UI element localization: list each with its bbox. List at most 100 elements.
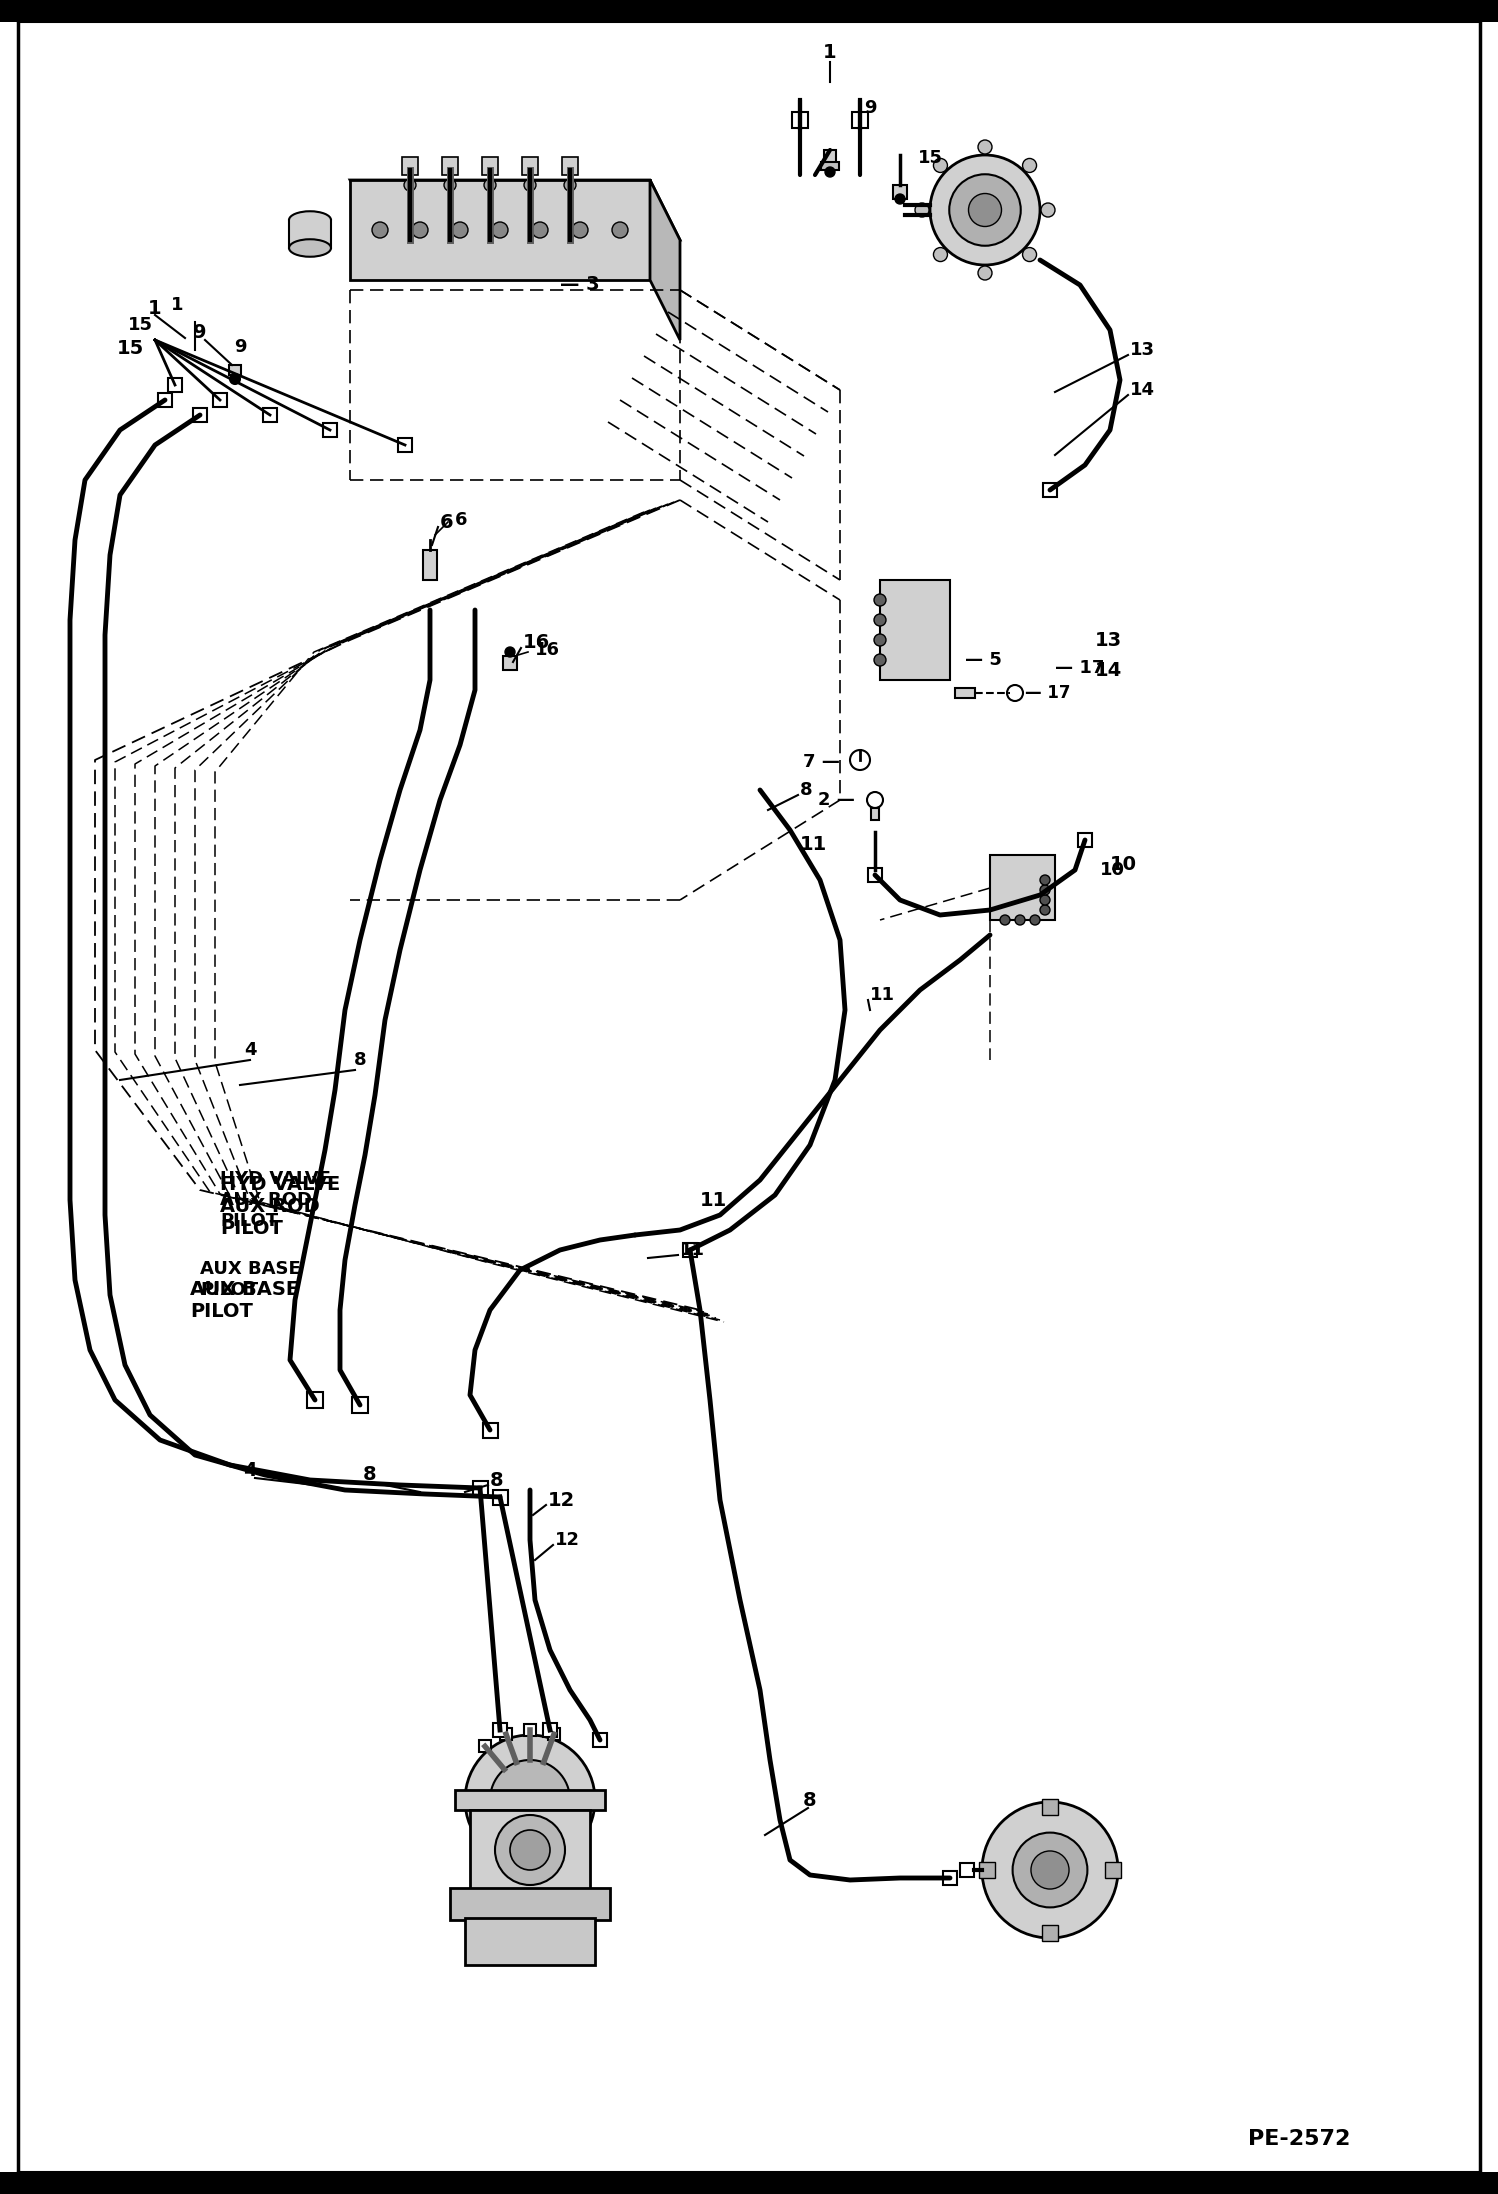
Text: 13: 13 — [1129, 340, 1155, 360]
Circle shape — [231, 373, 240, 384]
Circle shape — [524, 180, 536, 191]
Circle shape — [565, 180, 577, 191]
Bar — [1043, 1799, 1058, 1814]
Bar — [352, 1398, 369, 1413]
Bar — [521, 158, 538, 176]
Bar — [548, 1729, 560, 1740]
Circle shape — [1040, 895, 1050, 904]
Bar — [324, 423, 337, 437]
Bar — [0, 2172, 1498, 2194]
Circle shape — [873, 595, 885, 606]
Circle shape — [452, 222, 467, 237]
Circle shape — [494, 1814, 565, 1885]
Bar — [289, 219, 331, 248]
Circle shape — [933, 248, 947, 261]
Text: 12: 12 — [548, 1490, 575, 1509]
Circle shape — [1031, 915, 1040, 926]
Text: 11: 11 — [700, 1191, 727, 1209]
Text: 1: 1 — [148, 298, 162, 318]
Bar — [401, 158, 418, 176]
Polygon shape — [351, 180, 650, 281]
Circle shape — [978, 265, 992, 281]
Bar — [542, 1722, 557, 1738]
Bar — [493, 1722, 506, 1738]
Circle shape — [867, 792, 882, 807]
Circle shape — [1040, 904, 1050, 915]
Circle shape — [825, 167, 834, 178]
Bar — [479, 1740, 491, 1753]
Circle shape — [849, 750, 870, 770]
Bar — [960, 1863, 974, 1878]
Circle shape — [969, 193, 1002, 226]
Bar — [422, 551, 437, 579]
Text: HYD VALVE
AUX ROD
PILOT: HYD VALVE AUX ROD PILOT — [220, 1169, 331, 1229]
Bar — [821, 162, 839, 169]
Text: AUX BASE
PILOT: AUX BASE PILOT — [190, 1279, 300, 1321]
Circle shape — [372, 222, 388, 237]
Circle shape — [505, 647, 515, 656]
Ellipse shape — [289, 239, 331, 257]
Text: 8: 8 — [490, 1470, 503, 1490]
Bar — [1106, 1863, 1121, 1878]
Bar — [1079, 834, 1092, 847]
Text: 14: 14 — [1129, 382, 1155, 399]
Circle shape — [404, 180, 416, 191]
Text: 8: 8 — [363, 1466, 377, 1485]
Circle shape — [933, 158, 947, 173]
Bar — [482, 1422, 497, 1437]
Text: 4: 4 — [243, 1461, 256, 1479]
Text: 8: 8 — [354, 1051, 367, 1068]
Circle shape — [1041, 204, 1055, 217]
Circle shape — [950, 173, 1020, 246]
Text: 9: 9 — [234, 338, 246, 355]
Circle shape — [915, 204, 929, 217]
Polygon shape — [351, 180, 680, 239]
Bar — [879, 579, 950, 680]
Bar — [944, 1871, 957, 1885]
Bar — [867, 869, 882, 882]
Text: 10: 10 — [1110, 856, 1137, 875]
Circle shape — [443, 180, 455, 191]
Text: 1: 1 — [171, 296, 183, 314]
Polygon shape — [650, 180, 680, 340]
Bar — [472, 1481, 487, 1496]
Text: 11: 11 — [870, 985, 894, 1005]
Text: 6: 6 — [455, 511, 467, 529]
Text: — 17: — 17 — [1025, 685, 1071, 702]
Bar — [229, 364, 241, 375]
Text: 15: 15 — [117, 338, 144, 358]
Text: 16: 16 — [535, 641, 560, 658]
Bar — [0, 0, 1498, 22]
Bar — [193, 408, 207, 421]
Text: 7 —: 7 — — [803, 753, 840, 770]
Bar — [870, 807, 879, 821]
Text: 15: 15 — [127, 316, 153, 333]
Text: 9: 9 — [193, 323, 207, 342]
Text: 4: 4 — [244, 1040, 256, 1060]
Text: 14: 14 — [1095, 660, 1122, 680]
Text: 13: 13 — [1095, 630, 1122, 649]
Bar — [503, 656, 517, 669]
Circle shape — [532, 222, 548, 237]
Bar — [562, 158, 578, 176]
Bar — [593, 1733, 607, 1746]
Text: 9: 9 — [864, 99, 876, 116]
Circle shape — [1016, 915, 1025, 926]
Circle shape — [1040, 875, 1050, 884]
Text: 10: 10 — [1100, 860, 1125, 880]
Bar — [398, 439, 412, 452]
Bar — [893, 184, 906, 200]
Circle shape — [983, 1801, 1118, 1937]
Bar — [213, 393, 228, 408]
Circle shape — [1023, 158, 1037, 173]
Bar — [470, 1810, 590, 1889]
Circle shape — [873, 654, 885, 667]
Text: PE-2572: PE-2572 — [1248, 2128, 1350, 2148]
Circle shape — [490, 1760, 571, 1841]
Bar — [157, 393, 172, 408]
Text: — 17: — 17 — [1055, 658, 1104, 678]
Bar — [500, 1729, 512, 1740]
Ellipse shape — [289, 211, 331, 228]
Text: 15: 15 — [917, 149, 942, 167]
Bar — [683, 1244, 697, 1257]
